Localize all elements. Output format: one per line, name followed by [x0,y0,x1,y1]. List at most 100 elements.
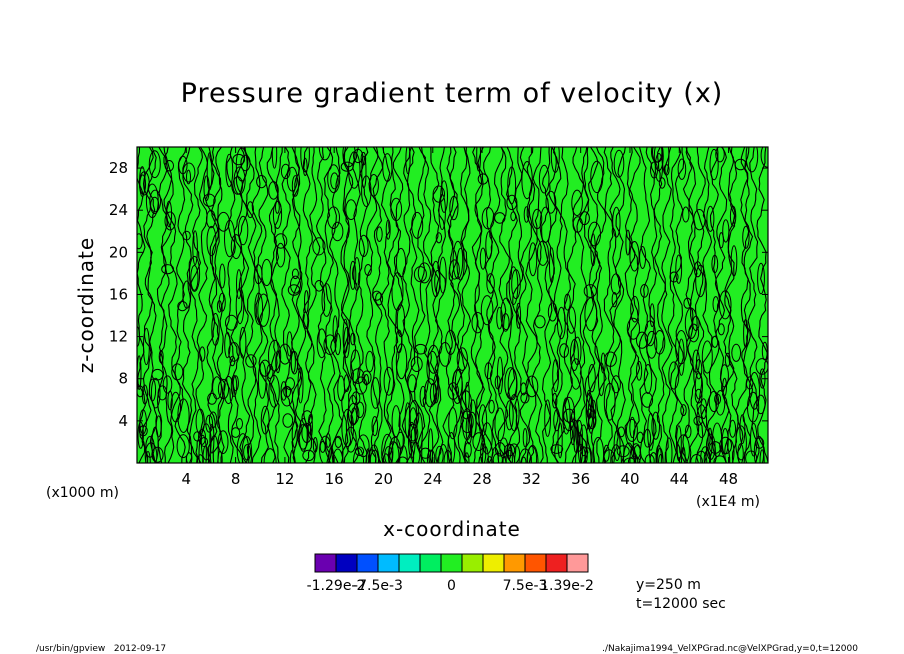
contour-loop [349,260,357,290]
contour-line [661,147,673,463]
contour-line [281,147,296,463]
contour-loop [636,431,644,443]
contour-loop [144,442,158,463]
y-tick-label: 16 [109,285,128,303]
contour-loop [241,436,253,463]
contour-loop [375,292,384,306]
contour-loop [668,361,680,390]
contour-line [379,147,392,463]
contour-loop [223,375,234,405]
contour-loop [747,391,760,423]
contour-loop [718,290,732,320]
contour-loop [572,216,583,233]
contour-loop [150,196,160,214]
x-tick-label: 32 [522,470,541,488]
contour-loop [693,416,704,426]
contour-loop [643,364,653,394]
contour-loop [407,423,419,444]
colorbar-swatch [566,553,589,573]
contour-loop [343,374,350,393]
x-tick-label: 44 [670,470,689,488]
contour-loop [275,242,286,268]
contour-loop [345,426,357,453]
contour-loop [413,266,427,283]
x-axis-label: x-coordinate [383,517,521,541]
contour-loop [268,339,282,372]
contour-loop [718,232,724,249]
contour-loop [219,263,226,289]
contour-line [244,147,257,463]
contour-loop [325,433,331,448]
contour-loop [700,398,708,420]
contour-loop [552,358,559,393]
contour-loop [164,160,175,172]
contour-loop [532,208,543,230]
contour-loop [158,350,164,364]
contour-loop [407,374,417,393]
contour-loop [476,147,481,172]
contour-loop [714,393,722,405]
y-tick-label: 8 [118,370,128,388]
contour-loop [644,320,656,347]
contour-line [653,147,667,463]
contour-loop [274,233,288,249]
contour-loop [623,442,635,463]
contour-loop [600,352,606,374]
contour-loop [504,443,516,457]
contour-line [159,147,173,463]
contour-loop [706,205,715,232]
contour-loop [182,162,196,183]
contour-loop [720,364,729,388]
contour-loop [654,330,666,355]
y-axis-ticks: 4 8 12 16 20 24 28 [109,159,768,430]
contour-loop [340,161,354,172]
contour-loop [680,404,687,417]
y-tick-label: 4 [118,412,128,430]
contour-loop [419,447,432,459]
contour-loop [157,385,168,401]
contour-loop [506,194,518,211]
contour-loop [396,304,406,338]
contour-loop [382,153,393,182]
contour-loop [205,414,214,433]
contour-loop [312,437,318,453]
contour-loop [236,418,243,430]
contour-line [302,147,313,463]
contour-loop [170,391,181,423]
contour-loop [433,374,440,404]
colorbar-labels: -1.29e-2-7.5e-3 0 7.5e-31.39e-2 [307,578,594,594]
contour-line [685,147,700,463]
contour-loop [319,435,332,463]
contour-loop [230,374,238,397]
contour-loop [742,225,750,249]
contour-loop [198,434,207,463]
contour-loop [260,405,270,435]
contour-loop [538,164,550,194]
contour-line [226,147,236,463]
contour-loop [211,312,220,346]
contour-loop [440,180,449,213]
contour-loop [451,369,463,405]
contour-loop [583,284,597,298]
contour-loop [141,384,148,405]
contour-loop [291,175,299,197]
contour-loop [256,175,267,189]
contour-loop [481,207,495,230]
contour-loop [715,147,725,163]
contour-loop [426,449,436,463]
colorbar-swatch [335,553,358,573]
contour-loop [361,175,372,207]
contour-loop [236,433,250,463]
contour-line [682,147,694,463]
contour-loop [297,424,309,450]
contour-line [366,147,380,463]
contour-loop [151,446,164,463]
contour-loop [280,381,288,401]
contour-loop [342,318,349,354]
contour-line [251,147,263,463]
contour-loop [150,377,161,409]
contour-loop [225,153,234,188]
contour-line [349,147,361,463]
contour-line [672,147,686,463]
contour-loop [693,261,702,278]
